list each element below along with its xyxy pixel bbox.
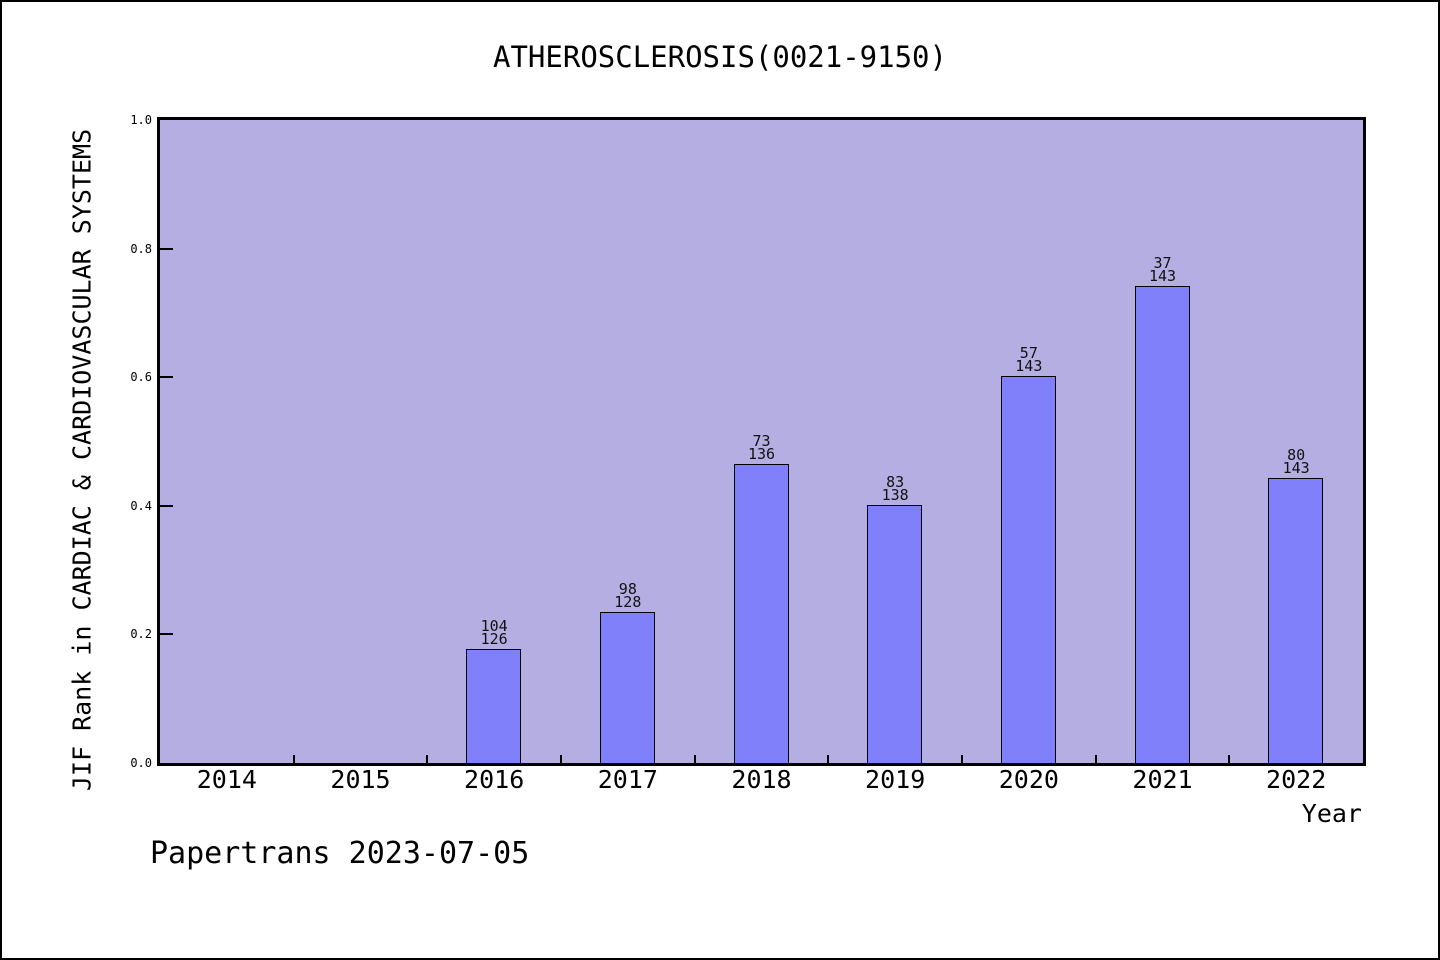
y-axis-label: JIF Rank in CARDIAC & CARDIOVASCULAR SYS… <box>67 128 97 792</box>
x-tick-label: 2020 <box>998 765 1059 794</box>
y-tick-label: 0.2 <box>130 627 152 642</box>
x-tick <box>827 755 830 763</box>
bar-rank-text: 73 <box>752 432 771 451</box>
bar-2016 <box>466 649 522 763</box>
bar-value-label-2022: 80 143 <box>1236 446 1356 478</box>
bar-total-text: 143 <box>1148 266 1177 285</box>
x-tick-label: 2019 <box>865 765 926 794</box>
bar-2022 <box>1268 478 1324 763</box>
x-tick-label: 2014 <box>196 765 257 794</box>
x-tick <box>292 755 295 763</box>
watermark-text: Papertrans 2023-07-05 <box>150 836 530 871</box>
x-tick <box>693 755 696 763</box>
x-tick-label: 2018 <box>731 765 792 794</box>
bar-value-label-2017: 98 128 <box>568 579 688 611</box>
y-tick <box>160 376 173 379</box>
y-tick <box>160 247 173 250</box>
bar-2018 <box>733 464 789 763</box>
y-tick-label: 0.0 <box>130 756 152 770</box>
x-axis-label: Year <box>1301 799 1362 828</box>
bar-2019 <box>867 505 923 763</box>
x-tick <box>1094 755 1097 763</box>
bar-value-label-2020: 57 143 <box>969 343 1089 375</box>
bar-rank-text: 80 <box>1287 446 1306 465</box>
bar-total-text: 138 <box>881 486 909 505</box>
y-tick-label: 0.6 <box>130 370 152 385</box>
y-tick <box>160 633 173 636</box>
bar-value-label-2018: 73 136 <box>702 432 822 464</box>
x-tick <box>426 755 429 763</box>
y-tick-label: 0.8 <box>130 241 152 256</box>
bar-value-label-2019: 83 138 <box>835 473 955 505</box>
bar-total-text: 136 <box>747 445 776 464</box>
bar-value-label-2021: 37 143 <box>1103 253 1223 285</box>
bar-2017 <box>599 611 655 763</box>
x-tick-label: 2015 <box>330 765 391 794</box>
x-tick-label: 2021 <box>1132 765 1193 794</box>
chart-title: ATHEROSCLEROSIS(0021-9150) <box>493 40 947 74</box>
y-tick <box>160 504 173 507</box>
bar-total-text: 128 <box>614 592 642 611</box>
bar-rank-text: 104 <box>480 617 508 636</box>
bar-rank-text: 98 <box>618 579 637 598</box>
x-tick-label: 2017 <box>597 765 658 794</box>
x-tick-label: 2016 <box>464 765 525 794</box>
plot-area: 104 126 98 128 73 136 83 138 57 143 37 143 80 143 <box>157 117 1366 766</box>
bar-2021 <box>1134 285 1190 763</box>
x-tick-label: 2022 <box>1266 765 1327 794</box>
bar-2020 <box>1000 375 1056 763</box>
x-tick <box>1228 755 1231 763</box>
x-tick <box>560 755 562 763</box>
bar-total-text: 143 <box>1015 356 1043 375</box>
x-tick <box>961 755 963 763</box>
bar-total-text: 143 <box>1282 459 1310 478</box>
bar-value-label-2016: 104 126 <box>434 617 554 649</box>
bar-rank-text: 37 <box>1153 253 1172 272</box>
bar-total-text: 126 <box>480 630 508 649</box>
y-tick-label: 1.0 <box>130 113 152 127</box>
bar-rank-text: 83 <box>886 473 905 492</box>
bar-rank-text: 57 <box>1019 343 1038 362</box>
y-tick-label: 0.4 <box>130 498 152 513</box>
